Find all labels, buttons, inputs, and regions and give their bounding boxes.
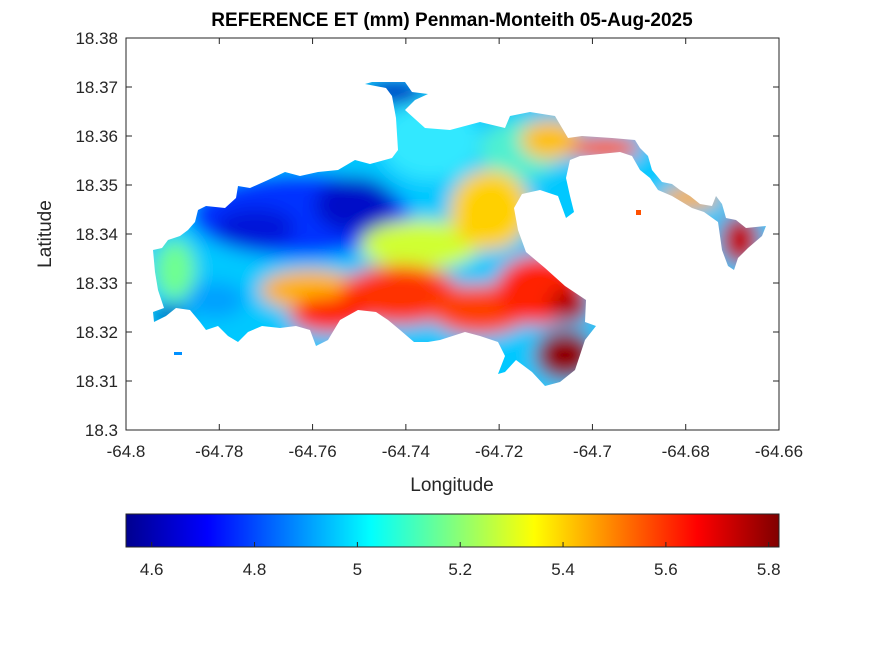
y-tick-label: 18.33 (75, 274, 118, 293)
y-tick-label: 18.32 (75, 323, 118, 342)
colorbar-tick-label: 5.6 (654, 560, 678, 579)
y-tick-label: 18.35 (75, 176, 118, 195)
colorbar-tick-label: 5.8 (757, 560, 781, 579)
x-axis-label: Longitude (410, 475, 493, 496)
x-tick-label: -64.66 (755, 442, 803, 461)
x-tick-label: -64.72 (475, 442, 523, 461)
x-tick-label: -64.74 (382, 442, 430, 461)
y-tick-label: 18.38 (75, 29, 118, 48)
chart-title: REFERENCE ET (mm) Penman-Monteith 05-Aug… (211, 10, 693, 31)
colorbar-ticks: 4.6 4.8 5 5.2 5.4 5.6 5.8 (140, 542, 781, 579)
islet-east (636, 210, 641, 215)
y-tick-label: 18.36 (75, 127, 118, 146)
colorbar-tick-label: 4.8 (243, 560, 267, 579)
x-tick-label: -64.7 (573, 442, 612, 461)
islet-west (174, 352, 182, 355)
y-tick-label: 18.37 (75, 78, 118, 97)
x-tick-label: -64.78 (195, 442, 243, 461)
x-axis: -64.8 -64.78 -64.76 -64.74 -64.72 -64.7 -64.68… (107, 38, 803, 461)
colorbar (125, 513, 780, 548)
y-tick-label: 18.31 (75, 372, 118, 391)
y-tick-label: 18.34 (75, 225, 118, 244)
y-axis: 18.3 18.31 18.32 18.33 18.34 18.35 18.36 18.37 1… (75, 29, 779, 440)
y-axis-label: Latitude (35, 200, 56, 268)
colorbar-tick-label: 5.2 (448, 560, 472, 579)
y-tick-label: 18.3 (85, 421, 118, 440)
colorbar-tick-label: 5 (353, 560, 362, 579)
x-tick-label: -64.68 (662, 442, 710, 461)
colorbar-tick-label: 4.6 (140, 560, 164, 579)
colorbar-tick-label: 5.4 (551, 560, 575, 579)
x-tick-label: -64.76 (288, 442, 336, 461)
x-tick-label: -64.8 (107, 442, 146, 461)
